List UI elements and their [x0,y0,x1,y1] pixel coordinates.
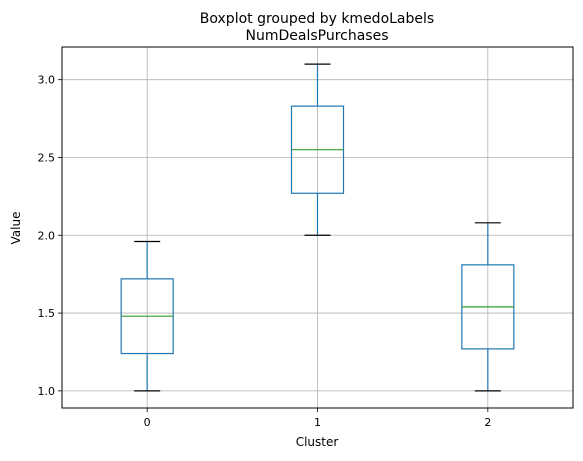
y-tick-label: 2.0 [38,229,56,242]
box-cluster-1 [290,63,345,236]
y-axis-label: Value [9,212,23,245]
axis-ticks: 1.0 1.5 2.0 2.5 3.0 0 1 2 [38,74,492,429]
chart-suptitle: Boxplot grouped by kmedoLabels [200,11,434,27]
box-cluster-0 [120,240,174,392]
x-tick-label: 1 [314,416,321,429]
y-tick-label: 3.0 [38,74,56,87]
x-tick-label: 0 [144,416,151,429]
x-axis-label: Cluster [296,435,339,449]
y-tick-label: 1.5 [38,307,56,320]
chart-title: NumDealsPurchases [245,28,388,44]
y-tick-label: 1.0 [38,385,56,398]
boxes-group [120,63,515,392]
x-tick-label: 2 [484,416,491,429]
box-cluster-2 [461,222,515,392]
y-tick-label: 2.5 [38,151,56,164]
